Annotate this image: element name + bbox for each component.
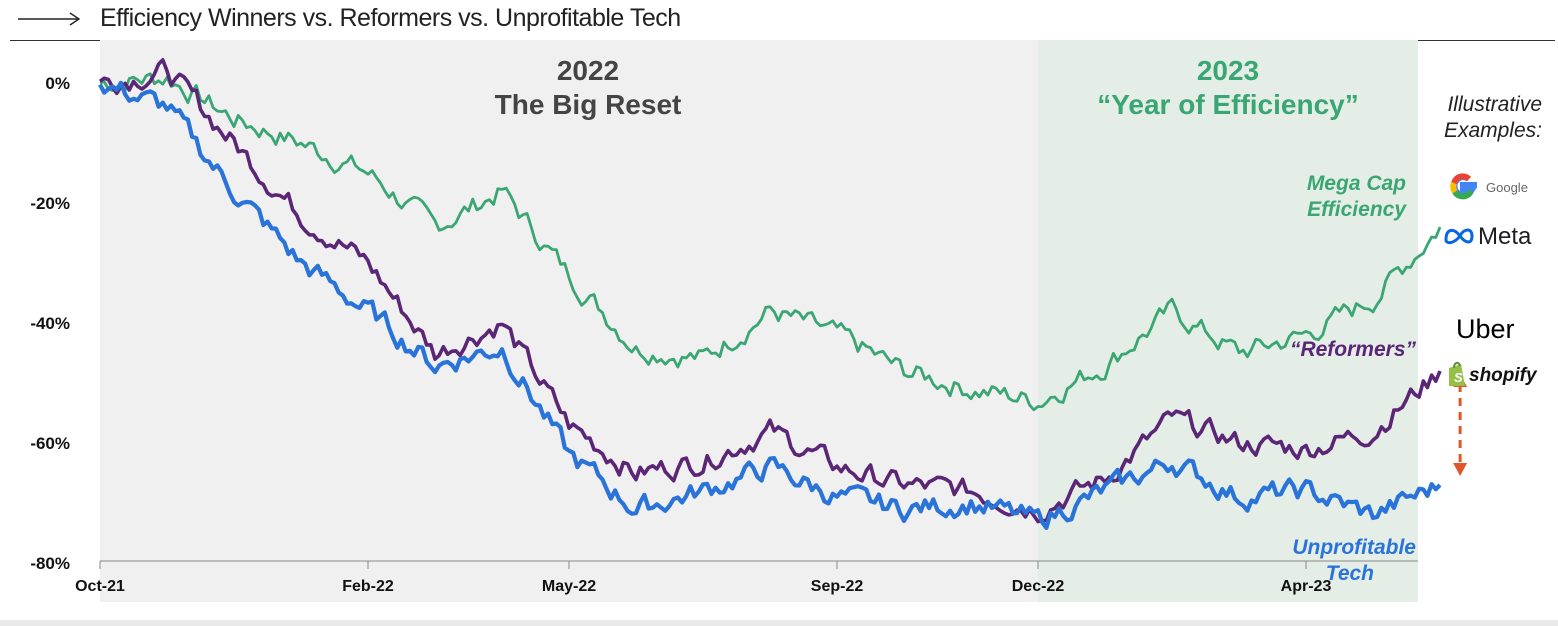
- series-line-2: [98, 80, 1442, 530]
- y-tick-label: 0%: [45, 74, 70, 93]
- uber-logo: Uber: [1456, 314, 1515, 344]
- period-year-2022: 2022: [557, 55, 619, 86]
- shopify-logo: S shopify: [1446, 360, 1546, 396]
- meta-wordmark: Meta: [1478, 223, 1532, 250]
- series-line-0: [99, 72, 1442, 412]
- y-tick-label: -40%: [30, 314, 70, 333]
- footer-strip: [0, 620, 1558, 626]
- x-tick-label: Feb-22: [342, 578, 394, 595]
- google-logo: Google: [1446, 170, 1542, 211]
- series-line-1: [98, 58, 1442, 524]
- arrow-right-icon: [18, 12, 81, 26]
- y-tick-label: -80%: [30, 554, 70, 573]
- x-tick-label: Dec-22: [1012, 578, 1065, 595]
- series-label-tech: Tech: [1326, 562, 1374, 585]
- google-wordmark: Google: [1486, 180, 1528, 195]
- y-tick-label: -60%: [30, 434, 70, 453]
- examples-title-line1: Illustrative: [1447, 93, 1542, 116]
- meta-logo: Meta: [1442, 222, 1542, 259]
- series-label-mega-cap: Mega Cap: [1307, 172, 1406, 195]
- period-year-2023: 2023: [1197, 55, 1259, 86]
- x-tick-label: Oct-21: [75, 578, 125, 595]
- x-tick-label: May-22: [542, 578, 596, 595]
- period-subtitle-2022: The Big Reset: [495, 89, 682, 120]
- series-label-reformers: “Reformers”: [1290, 338, 1417, 361]
- y-tick-label: -20%: [30, 194, 70, 213]
- x-tick-label: Sep-22: [811, 578, 864, 595]
- period-subtitle-2023: “Year of Efficiency”: [1097, 89, 1358, 120]
- shopify-wordmark: shopify: [1469, 365, 1538, 386]
- examples-title-line2: Examples:: [1443, 119, 1542, 142]
- period-shade-2023: [1038, 40, 1418, 602]
- period-shade-2022: [100, 40, 1038, 602]
- series-label-efficiency: Efficiency: [1307, 198, 1407, 221]
- examples-title: Illustrative Examples:: [1420, 92, 1542, 144]
- page-title: Efficiency Winners vs. Reformers vs. Unp…: [100, 4, 681, 32]
- x-tick-label: Apr-23: [1281, 578, 1332, 595]
- svg-text:S: S: [1454, 370, 1463, 385]
- series-label-unprofitable: Unprofitable: [1292, 536, 1416, 559]
- gap-arrow-head-down: [1453, 463, 1468, 476]
